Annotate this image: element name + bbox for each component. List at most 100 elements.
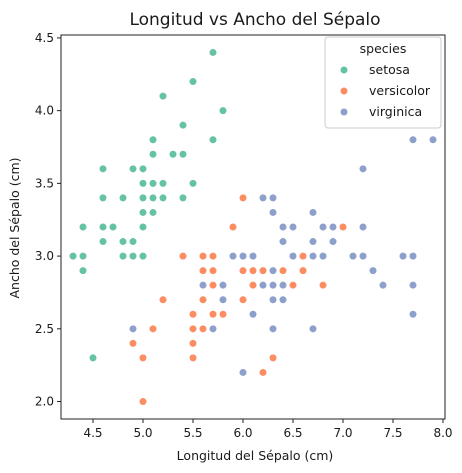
data-point-versicolor (248, 266, 258, 275)
data-point-setosa (178, 121, 188, 130)
data-point-setosa (98, 193, 108, 203)
data-point-virginica (318, 222, 328, 232)
data-point-virginica (328, 237, 338, 246)
legend-title: species (360, 41, 407, 56)
plot-area-frame (60, 34, 446, 420)
data-point-versicolor (158, 295, 168, 304)
data-point-setosa (188, 77, 198, 86)
data-point-setosa (78, 222, 88, 232)
data-point-versicolor (138, 353, 148, 363)
data-point-setosa (138, 208, 148, 217)
data-point-versicolor (138, 397, 148, 406)
data-point-setosa (138, 179, 148, 188)
data-point-versicolor (278, 266, 288, 275)
data-point-setosa (208, 48, 218, 57)
data-point-versicolor (198, 324, 208, 333)
data-point-virginica (358, 222, 368, 232)
data-point-virginica (128, 324, 138, 333)
data-point-versicolor (338, 222, 348, 232)
legend-label-setosa: setosa (369, 62, 410, 77)
x-tick-label: 7.5 (383, 426, 402, 440)
data-point-virginica (288, 222, 298, 232)
data-points (68, 48, 438, 406)
data-point-setosa (158, 91, 168, 101)
data-point-versicolor (188, 324, 198, 333)
data-point-setosa (128, 251, 138, 261)
data-point-virginica (278, 281, 288, 290)
data-point-versicolor (238, 193, 248, 203)
data-point-virginica (268, 295, 278, 304)
data-point-setosa (98, 164, 108, 173)
data-point-versicolor (258, 266, 268, 275)
data-point-virginica (358, 251, 368, 261)
data-point-virginica (228, 251, 238, 261)
data-point-virginica (348, 251, 358, 261)
data-point-virginica (408, 281, 418, 290)
data-point-setosa (128, 164, 138, 173)
data-point-versicolor (148, 324, 158, 333)
data-point-setosa (218, 106, 228, 115)
data-point-virginica (308, 237, 318, 246)
data-point-versicolor (238, 266, 248, 275)
data-point-versicolor (208, 266, 218, 275)
data-point-virginica (378, 281, 388, 290)
legend-label-virginica: virginica (369, 104, 422, 119)
data-point-versicolor (208, 310, 218, 319)
legend-box (324, 36, 442, 129)
x-tick-label: 6.0 (233, 426, 252, 440)
data-point-virginica (278, 222, 288, 232)
data-point-virginica (308, 208, 318, 217)
x-tick-label: 5.0 (133, 426, 152, 440)
data-point-virginica (408, 310, 418, 319)
data-point-virginica (198, 281, 208, 290)
data-point-virginica (308, 324, 318, 333)
data-point-virginica (358, 164, 368, 173)
data-point-virginica (408, 251, 418, 261)
data-point-virginica (328, 222, 338, 232)
x-tick-label: 6.5 (283, 426, 302, 440)
data-point-versicolor (218, 310, 228, 319)
data-point-setosa (188, 179, 198, 188)
data-point-virginica (368, 266, 378, 275)
data-point-versicolor (298, 251, 308, 261)
data-point-setosa (88, 353, 98, 363)
data-point-virginica (278, 237, 288, 246)
data-point-virginica (398, 251, 408, 261)
y-tick-label: 4.0 (35, 104, 54, 118)
data-point-virginica (308, 251, 318, 261)
data-point-virginica (218, 281, 228, 290)
data-point-virginica (428, 135, 438, 144)
legend: species setosa versicolor virginica (324, 36, 442, 129)
y-axis-label: Ancho del Sépalo (cm) (7, 157, 22, 298)
data-point-versicolor (188, 310, 198, 319)
y-tick-label: 2.5 (35, 322, 54, 336)
data-point-versicolor (188, 339, 198, 348)
data-point-setosa (128, 237, 138, 246)
data-point-virginica (218, 295, 228, 304)
data-point-versicolor (288, 281, 298, 290)
data-point-setosa (148, 135, 158, 144)
data-point-virginica (268, 193, 278, 203)
data-point-versicolor (248, 281, 258, 290)
data-point-setosa (98, 222, 108, 232)
data-point-virginica (268, 266, 278, 275)
data-point-setosa (208, 135, 218, 144)
data-point-setosa (108, 222, 118, 232)
data-point-virginica (268, 281, 278, 290)
x-tick-label: 4.5 (83, 426, 102, 440)
data-point-setosa (148, 193, 158, 203)
legend-items: setosa versicolor virginica (339, 62, 431, 119)
data-point-setosa (118, 193, 128, 203)
data-point-virginica (288, 251, 298, 261)
x-axis-label: Longitud del Sépalo (cm) (177, 448, 334, 463)
x-axis-ticks: 4.5 5.0 5.5 6.0 6.5 7.0 7.5 8.0 (83, 419, 453, 440)
data-point-versicolor (198, 251, 208, 261)
data-point-versicolor (318, 281, 328, 290)
data-point-versicolor (298, 266, 308, 275)
data-point-setosa (148, 150, 158, 159)
data-point-versicolor (128, 339, 138, 348)
data-point-setosa (118, 237, 128, 246)
data-point-setosa (138, 193, 148, 203)
data-point-versicolor (268, 353, 278, 363)
data-point-virginica (268, 324, 278, 333)
